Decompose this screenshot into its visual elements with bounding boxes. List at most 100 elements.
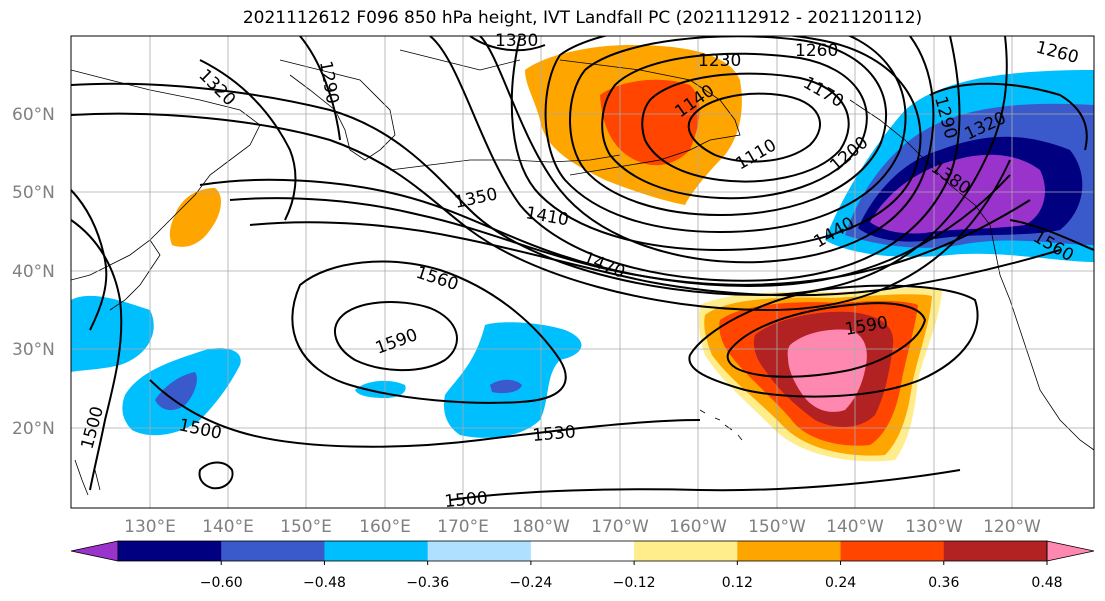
contour-label: 1590: [373, 325, 420, 359]
lat-tick-label: 60°N: [12, 105, 55, 125]
contour-label: 1230: [698, 51, 741, 71]
lon-tick-label: 130°E: [124, 517, 176, 537]
contour-label: 1560: [413, 263, 460, 295]
contour-label: 1330: [495, 31, 538, 51]
longitude-labels: 130°E 140°E 150°E 160°E 170°E 180°W 170°W 160°W…: [124, 517, 1041, 537]
latitude-labels: 60°N 50°N 40°N 30°N 20°N: [12, 105, 55, 439]
height-contours: [71, 36, 1094, 501]
colorbar-swatch: [634, 541, 738, 561]
field-purple-ne: [870, 154, 1045, 234]
colorbar-tick-label: −0.12: [613, 575, 656, 591]
contour-label: 1500: [444, 488, 489, 512]
coast-nw-america: [849, 99, 1094, 451]
coast-asia: [71, 69, 261, 281]
coast-japan: [109, 239, 161, 311]
contour-1330: [469, 36, 546, 52]
figure-title: 2021112612 F096 850 hPa height, IVT Land…: [242, 8, 923, 28]
lon-tick-label: 170°W: [591, 517, 649, 537]
colorbar-tick-label: −0.36: [406, 575, 449, 591]
lon-tick-label: 130°W: [905, 517, 963, 537]
colorbar-tick-label: 0.48: [1031, 575, 1062, 591]
contour-label: 1530: [532, 422, 577, 446]
contour-label: 1170: [800, 73, 847, 112]
contour-label: 1470: [580, 248, 628, 283]
contour-label: 1410: [524, 203, 570, 230]
lon-tick-label: 120°W: [983, 517, 1041, 537]
colorbar-outline: [117, 540, 1048, 562]
gridlines: [71, 36, 1094, 508]
lat-tick-label: 30°N: [12, 340, 55, 360]
colorbar-tick-label: 0.12: [722, 575, 753, 591]
colorbar-extend-low: [70, 540, 119, 562]
contour-label: 1110: [733, 135, 780, 174]
lat-tick-label: 40°N: [12, 262, 55, 282]
contour-1320-north: [429, 36, 961, 282]
lon-tick-label: 140°E: [202, 517, 254, 537]
colorbar-tick-label: 0.24: [825, 575, 856, 591]
contour-gulf: [929, 82, 1088, 151]
colorbar: −0.60 −0.48 −0.36 −0.24 −0.12 0.12 0.24 0.36 0.4…: [70, 540, 1095, 591]
colorbar-swatch: [118, 541, 222, 561]
colorbar-swatch: [221, 541, 325, 561]
contour-1140: [641, 72, 850, 183]
coast-aleutians: [389, 154, 621, 171]
contour-label: 1350: [453, 184, 499, 213]
field-sky-c1: [443, 322, 582, 438]
contour-1560: [291, 260, 567, 404]
contour-1590-west: [334, 301, 458, 372]
colorbar-swatch: [840, 541, 945, 561]
contour-label: 1500: [177, 415, 223, 444]
map-frame: [70, 35, 1095, 509]
field-pink-se: [787, 329, 867, 412]
colorbar-swatch: [324, 541, 429, 561]
coast-hawaii: [699, 409, 743, 441]
field-sky-c2: [355, 380, 406, 398]
lon-tick-label: 150°E: [280, 517, 332, 537]
contour-1410: [199, 174, 1011, 287]
contour-1350: [71, 36, 1008, 297]
contour-1170: [601, 52, 868, 200]
contour-1560-ne: [1009, 219, 1094, 251]
contour-1230: [544, 36, 907, 234]
contour-1560-east: [688, 284, 979, 398]
contour-1290-west: [299, 36, 341, 141]
contour-1440: [229, 197, 1031, 286]
lat-tick-label: 20°N: [12, 419, 55, 439]
contour-label: 1290: [315, 59, 342, 105]
lat-tick-label: 50°N: [12, 183, 55, 203]
contour-label: 1260: [1034, 38, 1081, 69]
contour-1260: [510, 36, 922, 252]
contour-1110: [687, 92, 821, 163]
contour-1530: [149, 379, 701, 448]
colorbar-swatch: [943, 541, 1048, 561]
colorbar-extend-high: [1046, 540, 1095, 562]
contour-1320-west: [199, 59, 297, 221]
lon-tick-label: 180°W: [512, 517, 570, 537]
lon-tick-label: 160°E: [359, 517, 411, 537]
contour-1590-east: [726, 302, 927, 378]
ivt-shading: [71, 45, 1094, 462]
contour-1380: [71, 112, 1011, 312]
colorbar-tick-label: −0.48: [303, 575, 346, 591]
lon-tick-label: 160°W: [669, 517, 727, 537]
contour-1500-south: [449, 469, 961, 501]
contour-coast-west: [71, 189, 108, 331]
field-orange-japan: [169, 188, 222, 247]
contour-1290: [479, 36, 935, 264]
lon-tick-label: 170°E: [437, 517, 489, 537]
coast-chukotka: [399, 49, 521, 71]
colorbar-swatch: [530, 541, 635, 561]
coast-philippines: [74, 459, 101, 496]
coast-kamchatka: [279, 59, 396, 161]
colorbar-tick-label: −0.60: [200, 575, 243, 591]
colorbar-tick-label: 0.36: [928, 575, 959, 591]
field-royal-c1: [490, 379, 522, 394]
colorbar-tick-label: −0.24: [509, 575, 552, 591]
lon-tick-label: 150°W: [748, 517, 806, 537]
field-sky-w: [71, 295, 154, 372]
field-redorange-al: [600, 79, 700, 166]
contour-1470: [249, 221, 1061, 297]
field-royal-sw: [155, 372, 197, 411]
